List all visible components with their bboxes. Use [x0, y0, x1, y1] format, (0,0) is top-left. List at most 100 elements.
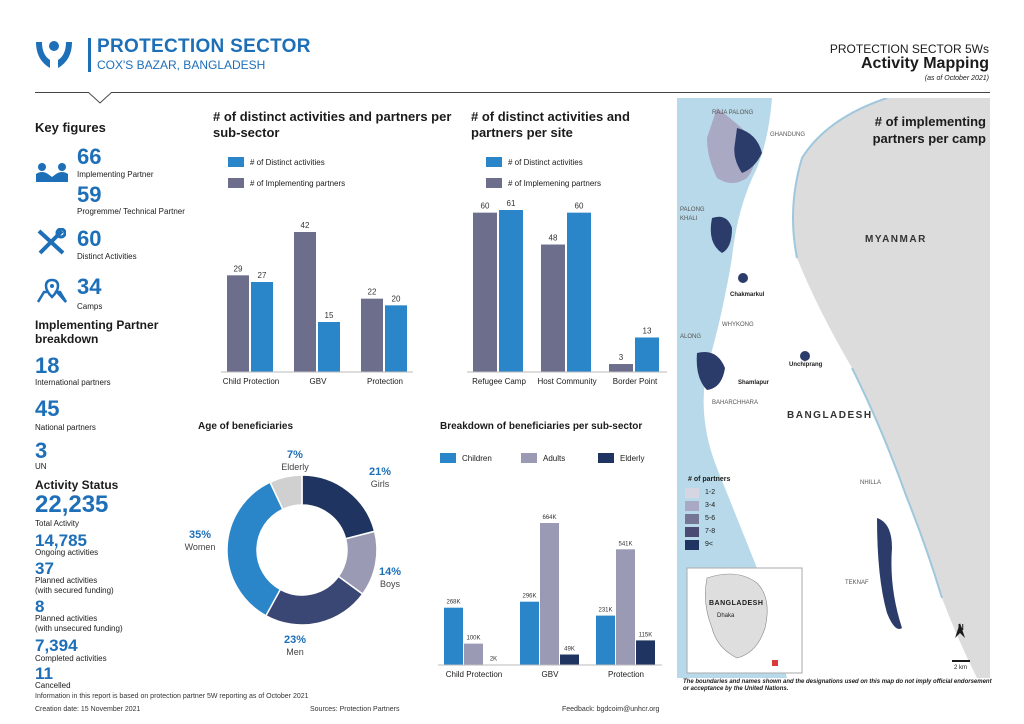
- donut-slice-girls: [301, 474, 376, 540]
- category-label: Border Point: [613, 377, 658, 386]
- bar-value-label: 2K: [490, 657, 497, 663]
- bar-value-label: 541K: [618, 541, 632, 547]
- donut-pct-elderly: 7%: [287, 449, 303, 461]
- bar-protection-1: [385, 305, 407, 372]
- bar-protection-2: [636, 640, 655, 665]
- chart1-svg: 29 27 Child Protection 42 15 GBV 22 20 Protectio…: [221, 221, 413, 386]
- ongoing-activities-value: 14,785: [35, 531, 87, 550]
- map-label-teknaf: TEKNAF: [845, 580, 869, 586]
- protection-sector-logo: [36, 41, 72, 68]
- map-label-shamlapur: Shamlapur: [738, 380, 770, 386]
- chart3-svg: 21%Girls 14%Boys 23%Men 35%Women 7%Elderly: [185, 449, 402, 657]
- implementing-partner-label: Implementing Partner: [77, 170, 154, 179]
- donut-label-men: Men: [286, 647, 304, 657]
- inset-label-dhaka: Dhaka: [717, 613, 735, 619]
- chart4-legend-children: Children: [440, 453, 492, 463]
- bar-value-label: 115K: [639, 632, 653, 638]
- report-title: PROTECTION SECTOR 5Ws: [829, 42, 989, 56]
- bar-protection-0: [596, 615, 615, 665]
- bar-child-protection-0: [444, 607, 463, 665]
- tools-icon: [37, 228, 66, 255]
- map-legend-2: 3-4: [705, 502, 716, 509]
- un-partners-value: 3: [35, 438, 48, 463]
- bar-protection-1: [616, 549, 635, 665]
- donut-slice-elderly: [269, 474, 303, 511]
- bar-value-label: 48: [549, 234, 558, 243]
- footer-info: Information in this report is based on p…: [35, 693, 309, 700]
- bar-value-label: 60: [481, 202, 490, 211]
- chart4-legend-elderly: Elderly: [598, 453, 644, 463]
- breakdown-title-line2: breakdown: [35, 332, 99, 346]
- footer-creation-date: Creation date: 15 November 2021: [35, 706, 141, 713]
- bar-value-label: 100K: [466, 636, 480, 642]
- map-disclaimer: The boundaries and names shown and the d…: [683, 679, 992, 692]
- planned-secured-value: 37: [35, 559, 54, 578]
- bar-gbv-1: [318, 322, 340, 372]
- camps-label: Camps: [77, 302, 103, 311]
- chart4-legend-adults: Adults: [521, 453, 565, 463]
- bar-value-label: 60: [575, 202, 584, 211]
- bar-value-label: 29: [234, 264, 243, 273]
- bar-value-label: 27: [258, 271, 267, 280]
- bar-value-label: 13: [643, 326, 652, 335]
- donut-pct-women: 35%: [189, 529, 211, 541]
- chart1-legend-activities: # of Distinct activities: [228, 157, 325, 167]
- report-date: (as of October 2021): [924, 75, 989, 82]
- header-rule: [35, 92, 990, 93]
- bar-value-label: 49K: [564, 647, 575, 653]
- international-partners-value: 18: [35, 353, 60, 378]
- category-label: Protection: [608, 670, 644, 679]
- donut-label-elderly: Elderly: [281, 462, 309, 472]
- map-legend-3: 5-6: [705, 515, 716, 522]
- bar-value-label: 664K: [542, 515, 556, 521]
- category-label: GBV: [542, 670, 560, 679]
- key-figures-title: Key figures: [35, 120, 106, 135]
- bar-gbv-1: [540, 523, 559, 665]
- map-legend-title: # of partners: [688, 476, 731, 483]
- chart4-title: Breakdown of beneficiaries per sub-secto…: [440, 421, 643, 432]
- planned-secured-note: (with secured funding): [35, 586, 114, 595]
- bar-value-label: 296K: [522, 594, 536, 600]
- chart1-title: # of distinct activities and partners pe…: [213, 109, 452, 140]
- north-arrow-label: N: [958, 623, 964, 632]
- bar-value-label: 15: [325, 311, 334, 320]
- technical-partner-label: Progremme/ Technical Partner: [77, 207, 185, 216]
- footer-feedback[interactable]: Feedback: bgdcoim@unhcr.org: [562, 706, 660, 713]
- map-label-whykong: WHYKONG: [722, 322, 754, 328]
- footer-sources: Sources: Protection Partners: [310, 706, 400, 713]
- donut-slice-women: [226, 481, 284, 617]
- report-subtitle: Activity Mapping: [860, 55, 989, 72]
- map-title-line1: # of implementing: [874, 114, 986, 129]
- camp-map: [677, 98, 990, 678]
- completed-activities-value: 7,394: [35, 636, 78, 655]
- camps-value: 34: [77, 274, 102, 299]
- map-label-ghandung: GHANDUNG: [770, 132, 806, 138]
- camp-location-icon: [36, 278, 68, 303]
- map-label-chakmarkul: Chakmarkul: [730, 292, 765, 298]
- bar-gbv-0: [520, 601, 539, 665]
- total-activity-value: 22,235: [35, 491, 109, 518]
- donut-pct-girls: 21%: [369, 466, 391, 478]
- org-subtitle: COX'S BAZAR, BANGLADESH: [97, 58, 266, 72]
- cancelled-activities-value: 11: [35, 664, 53, 683]
- bar-child-protection-1: [251, 282, 273, 372]
- bar-border-point-1: [635, 337, 659, 372]
- cancelled-activities-label: Cancelled: [35, 681, 71, 690]
- distinct-activities-value: 60: [77, 226, 102, 251]
- bar-refugee-camp-0: [473, 212, 497, 372]
- chart3-title: Age of beneficiaries: [198, 421, 294, 432]
- bar-gbv-2: [560, 654, 579, 665]
- partners-icon: [36, 163, 68, 182]
- map-legend-1: 1-2: [705, 489, 716, 496]
- map-label-khali: KHALI: [680, 216, 698, 222]
- planned-unsecured-value: 8: [35, 597, 45, 616]
- category-label: Refugee Camp: [472, 377, 526, 386]
- inset-label-bangladesh: BANGLADESH: [709, 600, 764, 607]
- national-partners-label: National partners: [35, 423, 96, 432]
- category-label: Protection: [367, 377, 403, 386]
- bar-value-label: 42: [301, 221, 310, 230]
- total-activity-label: Total Activity: [35, 519, 80, 528]
- map-label-palong: PALONG: [680, 207, 705, 213]
- category-label: GBV: [310, 377, 328, 386]
- bar-host-community-0: [541, 244, 565, 372]
